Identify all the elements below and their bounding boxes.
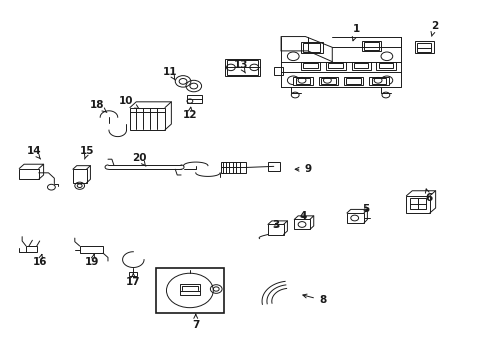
Text: 12: 12 xyxy=(182,107,197,121)
Bar xyxy=(267,225,283,234)
Bar xyxy=(346,213,363,223)
Bar xyxy=(406,196,429,213)
Bar xyxy=(375,62,395,69)
Text: 8: 8 xyxy=(302,294,325,305)
Bar xyxy=(156,267,224,314)
Bar xyxy=(303,63,317,68)
Bar xyxy=(130,108,164,130)
Bar xyxy=(353,63,367,68)
Bar xyxy=(321,78,335,84)
Bar xyxy=(19,168,39,179)
Bar xyxy=(267,162,280,171)
Text: 13: 13 xyxy=(233,60,247,73)
Bar xyxy=(294,220,309,229)
Text: 2: 2 xyxy=(430,21,437,36)
Bar xyxy=(326,62,345,69)
Bar xyxy=(351,62,370,69)
Bar xyxy=(73,169,86,183)
Bar xyxy=(361,41,380,51)
Bar xyxy=(273,67,282,75)
Bar xyxy=(226,60,258,75)
Text: 5: 5 xyxy=(361,204,368,214)
Bar xyxy=(295,78,310,84)
Bar xyxy=(414,41,433,53)
Text: 11: 11 xyxy=(163,67,177,80)
Bar xyxy=(180,284,199,296)
Bar xyxy=(129,272,137,276)
Bar xyxy=(300,42,322,53)
Text: 10: 10 xyxy=(119,96,139,109)
Bar xyxy=(368,77,388,85)
Text: 1: 1 xyxy=(351,24,360,41)
Text: 6: 6 xyxy=(425,189,431,203)
Bar xyxy=(409,198,425,210)
Bar xyxy=(346,78,360,84)
Text: 18: 18 xyxy=(90,100,107,112)
Text: 20: 20 xyxy=(132,153,146,166)
Bar xyxy=(221,162,246,173)
Text: 17: 17 xyxy=(126,274,141,287)
Text: 14: 14 xyxy=(26,146,41,159)
Bar xyxy=(293,77,312,85)
Bar xyxy=(371,78,386,84)
Text: 3: 3 xyxy=(272,220,279,230)
Bar xyxy=(300,62,320,69)
Text: 19: 19 xyxy=(85,255,100,267)
Bar xyxy=(328,63,342,68)
Bar xyxy=(378,63,392,68)
Text: 16: 16 xyxy=(32,255,47,267)
Text: 4: 4 xyxy=(299,211,306,221)
Bar xyxy=(318,77,337,85)
Bar xyxy=(224,59,260,76)
Bar xyxy=(80,246,103,253)
Bar xyxy=(343,77,363,85)
Bar xyxy=(416,42,430,51)
Text: 15: 15 xyxy=(80,146,95,159)
Text: 7: 7 xyxy=(192,314,199,330)
Bar xyxy=(363,42,378,50)
Bar xyxy=(303,43,320,51)
Bar xyxy=(26,246,37,252)
Text: 9: 9 xyxy=(295,164,311,174)
Bar xyxy=(186,95,201,103)
